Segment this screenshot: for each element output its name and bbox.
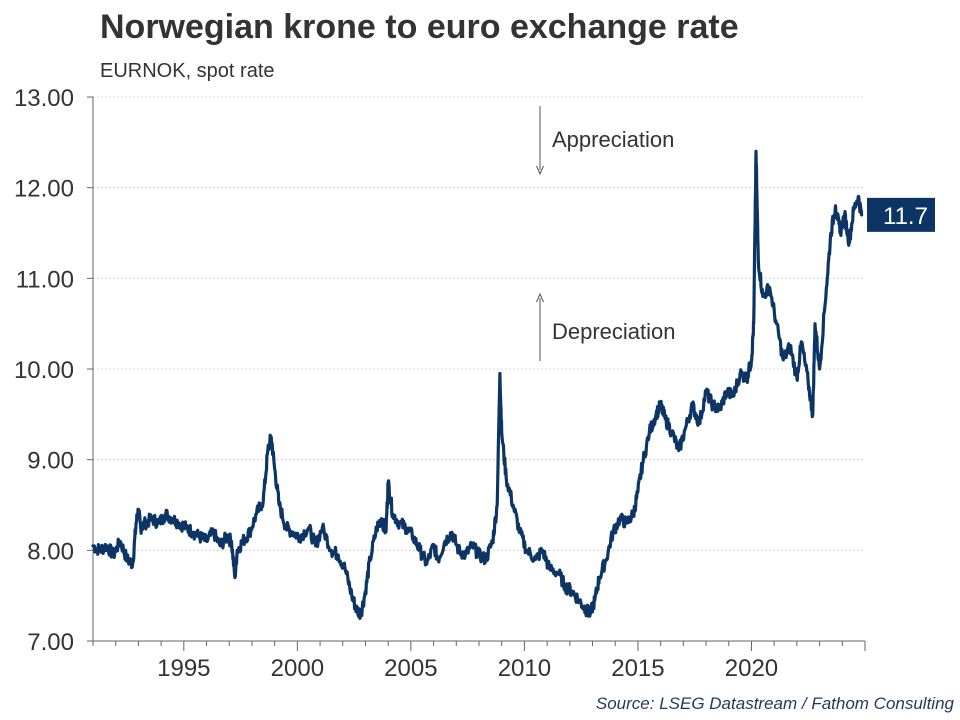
y-tick-label: 11.00 (16, 266, 74, 293)
last-value-layer: 11.7 (867, 197, 935, 232)
y-tick-label: 12.00 (14, 176, 74, 203)
x-tick-label: 2000 (271, 655, 324, 682)
x-tick-label: 2005 (384, 655, 437, 682)
y-tick-label: 10.00 (14, 357, 74, 384)
depreciation-arrow-head (536, 292, 544, 303)
y-tick-label: 7.00 (27, 629, 74, 656)
last-value-box (867, 197, 935, 232)
x-tick-label: 1995 (157, 655, 210, 682)
annotation-appreciation: Appreciation (552, 127, 674, 152)
x-tick-label: 2020 (725, 655, 778, 682)
series-layer (91, 149, 864, 621)
y-tick-label: 9.00 (27, 448, 74, 475)
chart-source: Source: LSEG Datastream / Fathom Consult… (595, 694, 954, 713)
annotations: Appreciation Depreciation (536, 106, 676, 361)
last-value-label: 11.7 (883, 203, 928, 230)
x-tick-label: 2010 (498, 655, 551, 682)
x-tick-label: 2015 (611, 655, 664, 682)
gridlines (93, 96, 865, 551)
y-tick-label: 13.00 (14, 85, 74, 112)
chart-subtitle: EURNOK, spot rate (100, 60, 275, 82)
y-tick-label: 8.00 (27, 538, 74, 565)
series-line (91, 149, 864, 621)
appreciation-arrow-head (536, 165, 544, 176)
axes: 7.00 8.00 9.00 10.00 11.00 12.00 13.00 1995 2000… (14, 85, 866, 682)
annotation-depreciation: Depreciation (552, 319, 676, 344)
chart-title: Norwegian krone to euro exchange rate (100, 8, 739, 46)
